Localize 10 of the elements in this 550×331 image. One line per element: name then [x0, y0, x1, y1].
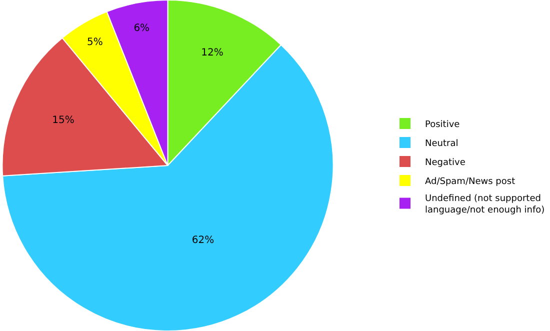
data-label: 12%: [201, 48, 224, 59]
legend-label: Negative: [425, 158, 466, 168]
legend-label: Ad/Spam/News post: [425, 177, 516, 188]
legend-label: Positive: [425, 120, 460, 130]
legend-label: Neutral: [425, 139, 458, 150]
data-label: 5%: [86, 36, 103, 48]
data-label: 15%: [52, 114, 74, 126]
legend-label: Undefined (not supported language/not enough info): [425, 194, 545, 216]
data-label: 6%: [134, 23, 150, 34]
data-label: 62%: [192, 234, 214, 246]
